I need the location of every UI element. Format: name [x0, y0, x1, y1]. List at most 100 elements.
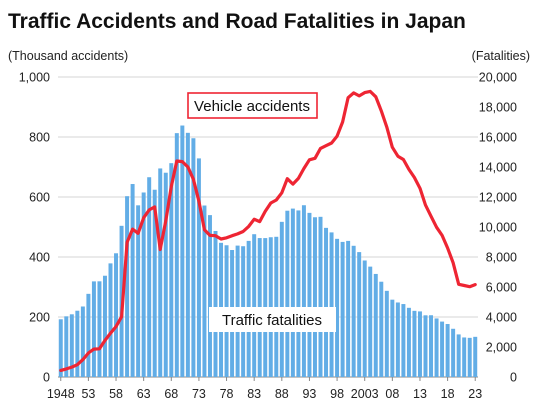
fatality-bar	[290, 208, 295, 377]
fatality-bar	[296, 210, 301, 377]
right-tick-label: 4,000	[486, 311, 517, 325]
x-tick-label: 73	[192, 387, 206, 401]
fatality-bar	[357, 252, 362, 377]
fatalities-bars	[58, 125, 478, 378]
right-tick-label: 18,000	[479, 101, 517, 115]
left-tick-label: 600	[29, 191, 50, 205]
x-tick-label: 83	[247, 387, 261, 401]
x-tick-label: 53	[81, 387, 95, 401]
right-tick-label: 20,000	[479, 71, 517, 85]
fatality-bar	[125, 196, 130, 377]
fatality-bar	[401, 304, 406, 377]
fatality-bar	[340, 241, 345, 377]
fatality-bar	[434, 318, 439, 377]
x-tick-label: 2003	[351, 387, 379, 401]
fatality-bar	[136, 205, 141, 377]
fatality-bar	[58, 319, 63, 377]
fatality-bar	[368, 266, 373, 377]
x-tick-label: 93	[302, 387, 316, 401]
x-tick-label: 1948	[47, 387, 75, 401]
fatality-bar	[207, 215, 212, 377]
fatality-bar	[279, 221, 284, 377]
right-tick-label: 16,000	[479, 131, 517, 145]
right-tick-label: 14,000	[479, 161, 517, 175]
vehicle-accidents-label-box	[187, 92, 318, 119]
fatality-bar	[395, 302, 400, 377]
x-tick-label: 08	[385, 387, 399, 401]
fatality-bar	[174, 133, 179, 377]
fatality-bar	[417, 311, 422, 377]
left-tick-label: 400	[29, 251, 50, 265]
fatality-bar	[351, 245, 356, 377]
vehicle-accidents-label: Vehicle accidents	[194, 98, 310, 115]
fatality-bar	[473, 336, 478, 377]
right-axis-ticks: 0 2,000 4,000 6,000 8,000 10,000 12,000 14,000 1…	[479, 71, 517, 385]
fatality-bar	[362, 260, 367, 377]
x-axis-ticks: 1948 53 58 63 68 73 78 83 88 93 98 2003 08 13 18 23	[47, 377, 482, 401]
x-tick-label: 98	[330, 387, 344, 401]
fatality-bar	[285, 210, 290, 377]
fatality-bar	[445, 324, 450, 377]
fatality-bar	[456, 334, 461, 377]
fatality-bar	[379, 281, 384, 377]
fatality-bar	[69, 314, 74, 377]
fatality-bar	[329, 232, 334, 377]
traffic-fatalities-label-box	[209, 307, 336, 332]
right-tick-label: 2,000	[486, 341, 517, 355]
right-axis-label: (Fatalities)	[472, 49, 530, 63]
fatality-bar	[467, 337, 472, 377]
fatality-bar	[180, 125, 185, 378]
left-tick-label: 800	[29, 131, 50, 145]
fatality-bar	[202, 205, 207, 377]
fatality-bar	[191, 138, 196, 377]
fatality-bar	[274, 236, 279, 377]
fatality-bar	[429, 315, 434, 377]
left-axis-ticks: 0 200 400 600 800 1,000	[19, 71, 50, 385]
fatality-bar	[75, 310, 80, 377]
fatality-bar	[91, 281, 96, 377]
right-tick-label: 8,000	[486, 251, 517, 265]
x-tick-label: 63	[137, 387, 151, 401]
fatality-bar	[440, 321, 445, 377]
fatality-bar	[169, 163, 174, 377]
fatality-bar	[423, 315, 428, 377]
fatality-bar	[64, 316, 69, 377]
fatality-bar	[307, 212, 312, 377]
right-tick-label: 10,000	[479, 221, 517, 235]
x-tick-label: 23	[468, 387, 482, 401]
chart-title: Traffic Accidents and Road Fatalities in…	[8, 10, 466, 33]
fatality-bar	[312, 217, 317, 377]
fatality-bar	[412, 310, 417, 377]
fatality-bar	[406, 307, 411, 377]
fatality-bar	[130, 184, 135, 377]
left-tick-label: 1,000	[19, 71, 50, 85]
fatality-bar	[335, 238, 340, 377]
fatality-bar	[451, 328, 456, 377]
x-tick-label: 78	[220, 387, 234, 401]
fatality-bar	[213, 230, 218, 377]
fatality-bar	[301, 205, 306, 377]
fatality-bar	[108, 263, 113, 377]
traffic-fatalities-label: Traffic fatalities	[222, 312, 322, 329]
fatality-bar	[373, 273, 378, 377]
accidents-line-path	[59, 89, 477, 372]
fatality-bar	[163, 172, 168, 377]
fatality-bar	[147, 177, 152, 377]
fatality-bar	[318, 216, 323, 377]
fatality-bar	[152, 189, 157, 377]
fatality-bar	[384, 290, 389, 377]
accidents-line	[59, 89, 477, 372]
x-tick-label: 88	[275, 387, 289, 401]
left-tick-label: 200	[29, 311, 50, 325]
right-tick-label: 6,000	[486, 281, 517, 295]
fatality-bar	[102, 275, 107, 377]
fatality-bar	[158, 168, 163, 377]
left-axis-label: (Thousand accidents)	[8, 49, 128, 63]
annotations: Vehicle accidents Traffic fatalities	[187, 92, 336, 332]
fatality-bar	[141, 192, 146, 377]
x-tick-label: 58	[109, 387, 123, 401]
fatality-bar	[114, 253, 119, 377]
fatality-bar	[80, 306, 85, 377]
fatality-bar	[324, 227, 329, 377]
